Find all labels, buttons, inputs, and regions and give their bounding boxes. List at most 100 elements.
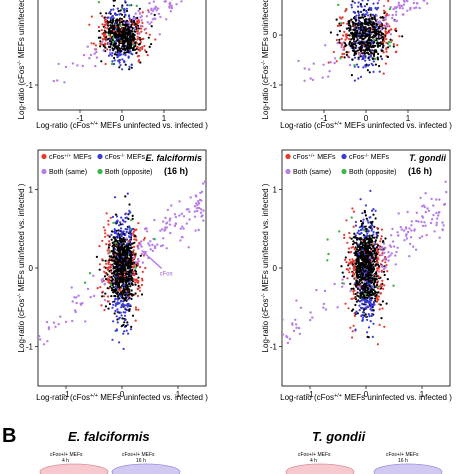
legend-ko-swatch	[341, 153, 347, 160]
data-point	[125, 283, 128, 286]
data-point	[115, 285, 118, 288]
data-point	[385, 38, 388, 41]
data-point	[345, 51, 348, 54]
data-point	[340, 37, 343, 40]
data-point-both-same	[393, 6, 397, 9]
data-point-both-same	[75, 296, 78, 299]
data-point	[120, 231, 124, 234]
data-point	[366, 283, 369, 286]
data-point	[122, 267, 125, 270]
data-point-both-same	[134, 261, 138, 265]
data-point	[118, 237, 122, 240]
data-point	[113, 260, 116, 263]
data-point	[353, 29, 356, 32]
data-point	[372, 293, 375, 296]
data-point-both-same	[140, 19, 143, 22]
data-point-both-same	[75, 301, 78, 305]
data-point	[118, 258, 121, 261]
data-point-both-same	[170, 6, 174, 10]
data-point	[366, 219, 369, 222]
data-point	[121, 58, 124, 61]
data-point	[360, 253, 363, 256]
data-point-both-same	[71, 300, 74, 303]
data-point	[107, 45, 111, 49]
data-point	[367, 8, 370, 11]
x-axis-label: Log-ratio (cFos+/+ MEFs uninfected vs. i…	[280, 393, 452, 402]
venn-left-a-sublabel: 4 h	[62, 458, 69, 464]
data-point-both-same	[86, 45, 90, 48]
data-point	[121, 262, 124, 265]
data-point	[104, 62, 107, 66]
data-point	[130, 273, 133, 276]
data-point	[390, 39, 394, 42]
data-point	[361, 34, 364, 37]
data-point	[366, 266, 369, 269]
data-point-both-same	[146, 21, 149, 24]
data-point-both-same	[341, 42, 344, 45]
data-point	[115, 18, 118, 21]
data-point	[363, 13, 366, 16]
data-point-both-same	[387, 259, 390, 262]
data-point	[367, 30, 370, 33]
data-point-both-same	[418, 236, 421, 240]
data-point-both-same	[170, 204, 173, 207]
data-point-both-same	[79, 302, 82, 305]
data-point	[133, 241, 136, 244]
data-point	[374, 291, 377, 294]
data-point	[123, 298, 126, 301]
data-point	[112, 252, 115, 255]
data-point	[116, 318, 119, 321]
data-point-both-opposite	[112, 221, 115, 225]
data-point	[132, 19, 136, 23]
data-point	[363, 225, 366, 228]
data-point	[376, 244, 380, 247]
data-point-both-opposite	[326, 238, 329, 241]
data-point-both-same	[47, 326, 51, 329]
data-point-both-same	[153, 7, 156, 10]
data-point-both-same	[195, 207, 199, 210]
data-point	[342, 34, 345, 37]
data-point-both-same	[145, 15, 149, 18]
data-point	[361, 285, 364, 288]
data-point	[122, 347, 125, 350]
data-point	[379, 41, 382, 44]
data-point	[342, 22, 345, 25]
data-point	[378, 33, 381, 37]
data-point	[137, 276, 140, 279]
data-point	[117, 263, 120, 266]
data-point	[353, 25, 356, 28]
data-point	[124, 268, 127, 271]
data-point	[115, 215, 119, 218]
data-point	[121, 233, 124, 236]
data-point	[119, 294, 122, 297]
data-point	[374, 35, 377, 38]
data-point	[356, 231, 359, 234]
data-point	[110, 259, 113, 262]
data-point-both-same	[202, 209, 205, 212]
data-point	[107, 219, 110, 222]
data-point-both-same	[341, 285, 344, 288]
data-point	[124, 31, 127, 34]
data-point-both-same	[457, 195, 459, 197]
data-point	[379, 55, 382, 58]
data-point	[368, 34, 371, 38]
data-point	[112, 303, 115, 306]
data-point	[131, 253, 134, 256]
data-point	[118, 48, 121, 51]
data-point-both-same	[294, 323, 298, 326]
legend-both-same-label: Both (same)	[49, 169, 87, 176]
data-point-both-same	[150, 21, 153, 24]
data-point	[345, 219, 348, 222]
data-point	[374, 28, 378, 31]
data-point-both-same	[73, 296, 76, 299]
data-point	[107, 261, 110, 264]
data-point	[120, 293, 124, 296]
data-point-both-same	[363, 280, 367, 284]
data-point	[345, 53, 348, 57]
data-point	[136, 16, 139, 19]
data-point	[119, 269, 122, 272]
data-point-both-same	[424, 224, 427, 227]
data-point	[107, 54, 111, 57]
data-point	[377, 37, 380, 40]
data-point	[112, 291, 115, 294]
